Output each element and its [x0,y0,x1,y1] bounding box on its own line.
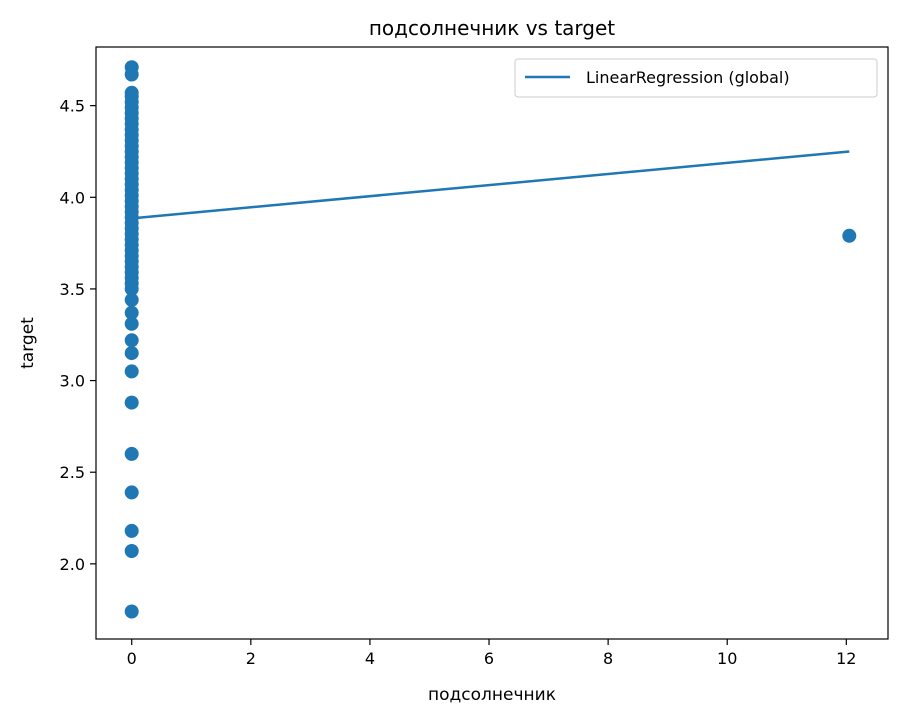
legend: LinearRegression (global) [514,58,878,98]
scatter-point-51 [842,228,857,243]
y-tick-label-2: 3.0 [60,372,85,391]
plot-area [124,60,857,619]
y-tick-label-0: 2.0 [60,555,85,574]
y-tick-label-1: 2.5 [60,463,85,482]
x-tick-label-5: 10 [717,649,737,668]
scatter-point-1 [124,67,139,82]
x-tick-label-6: 12 [836,649,856,668]
x-axis-label: подсолнечник [428,685,556,705]
x-tick-label-2: 4 [365,649,375,668]
scatter-point-47 [124,485,139,500]
scatter-point-44 [124,364,139,379]
regression-line [131,150,850,220]
scatter-point-50 [124,604,139,619]
y-tick-label-3: 3.5 [60,280,85,299]
y-tick-label-4: 4.0 [60,188,85,207]
y-axis-label: target [18,317,38,369]
scatter-point-42 [124,333,139,348]
x-tick-label-1: 2 [246,649,256,668]
scatter-point-46 [124,446,139,461]
y-tick-label-5: 4.5 [60,97,85,116]
scatter-point-49 [124,544,139,558]
legend-entry-linear-regression: LinearRegression (global) [586,68,790,87]
scatter-point-48 [124,523,139,538]
scatter-point-43 [124,346,139,361]
chart-title: подсолнечник vs target [369,16,615,40]
x-tick-label-4: 8 [603,649,613,668]
scatter-point-41 [124,316,139,331]
scatter-point-40 [124,305,139,320]
scatter-point-45 [124,395,139,410]
legend-box [514,58,878,98]
x-axis-ticks: 0 2 4 6 8 10 12 [127,639,856,668]
y-axis-ticks: 2.0 2.5 3.0 3.5 4.0 4.5 [60,97,96,574]
scatter-point-39 [124,292,139,307]
x-tick-label-3: 6 [484,649,494,668]
plot-frame [95,46,889,640]
scatter-point-38 [124,281,139,296]
x-tick-label-0: 0 [127,649,137,668]
